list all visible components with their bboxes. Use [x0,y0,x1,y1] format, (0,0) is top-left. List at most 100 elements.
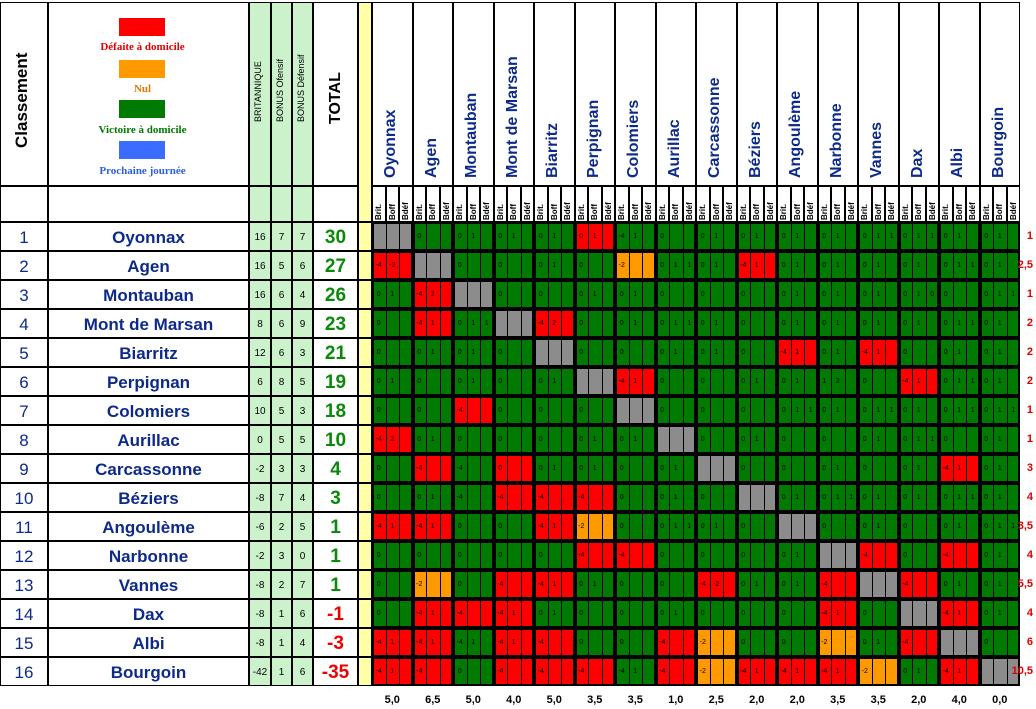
match-cell [372,599,413,628]
column-total: 6,5 [425,694,441,706]
match-cell-mark: 1 [714,262,719,269]
match-cell-divider [804,367,805,396]
match-cell-divider [912,657,913,686]
bonus-value-cell: 5 [271,425,292,454]
match-cell-divider [844,657,846,686]
match-cell-divider [507,512,508,541]
match-cell-divider [601,222,603,251]
match-cell-mark: -4 [416,291,423,298]
column-total: 2,0 [911,694,927,706]
bonus-value-cell: 5 [292,512,313,541]
bonus-value-cell: 16 [249,222,271,251]
match-cell-divider [507,628,508,657]
match-cell-mark: 1 [876,407,881,414]
subcolumn-label: Brit. [374,204,383,220]
match-cell-mark: 1 [957,349,962,356]
match-cell [534,309,575,338]
match-cell-mark: 0 [943,581,948,588]
side-value: 4 [1026,491,1033,503]
total-value-cell: 21 [313,338,358,367]
column-total: 4,0 [506,694,522,706]
match-cell [898,425,939,454]
match-cell-mark: 1 [795,494,800,501]
match-cell-mark: 0 [417,349,422,356]
subcolumn-cell [493,186,507,222]
match-cell-divider [763,512,765,541]
match-cell-mark: 0 [822,465,827,472]
match-cell-mark: 1 [390,668,395,675]
match-cell-divider [925,512,927,541]
match-cell-mark: -4 [497,581,504,588]
bonus-value-cell: 5 [292,367,313,396]
match-cell-divider [952,657,954,686]
subcolumn-label: Boff [671,204,680,220]
subcolumn-cell [777,186,791,222]
match-cell-mark: 1 [592,465,597,472]
match-cell [453,425,494,454]
match-cell-mark: -4 [375,262,382,269]
match-cell-divider [642,512,643,541]
total-value-cell: 3 [313,483,358,512]
match-cell-mark: -4 [942,610,949,617]
match-cell [453,512,494,541]
match-cell-divider [709,483,711,512]
match-cell-mark: 1 [673,610,678,617]
match-cell-divider [763,657,765,686]
match-cell [655,280,696,309]
match-cell [736,396,777,425]
match-cell-divider [520,425,522,454]
match-cell-mark: 1 [795,552,800,559]
match-cell [493,657,534,686]
match-cell-divider [763,570,765,599]
match-cell-divider [466,280,468,309]
match-cell [574,599,615,628]
match-cell-divider [682,425,684,454]
match-cell-mark: 0 [984,465,989,472]
column-team-label: Carcassonne [706,77,723,179]
match-cell [574,628,615,657]
match-cell-mark: 1 [633,436,638,443]
match-cell-divider [520,251,522,280]
subcolumn-cell [871,186,885,222]
match-cell-mark: 0 [943,291,948,298]
column-team-label: Albi [949,147,966,178]
match-cell-mark: 0 [781,610,786,617]
match-cell-mark: 1 [754,262,759,269]
subcolumn-label: Boff [428,204,437,220]
subcolumn-cell [709,186,723,222]
match-cell [696,570,737,599]
bonus-value-cell: 16 [249,280,271,309]
match-cell-mark: 0 [862,523,867,530]
match-cell-divider [399,599,400,628]
bonus-value-cell: -42 [249,657,271,686]
match-cell-divider [520,222,522,251]
match-cell-divider [588,657,589,686]
match-cell [696,251,737,280]
match-cell-divider [763,454,765,483]
subcolumn-cell [601,186,615,222]
match-cell-divider [993,280,994,309]
match-cell-divider [426,454,427,483]
subcolumn-label: Bdéf [765,202,775,220]
match-cell-divider [790,657,792,686]
column-team-header [655,2,696,186]
match-cell-mark: 1 [835,262,840,269]
match-cell-divider [628,628,630,657]
match-cell-divider [750,309,751,338]
match-cell-mark: 0 [538,262,543,269]
match-cell [534,280,575,309]
match-cell [939,657,980,686]
match-cell-mark: 1 [957,581,962,588]
match-cell-divider [709,222,711,251]
match-cell-divider [439,396,441,425]
rank-cell: 3 [0,280,48,309]
match-cell-divider [588,570,589,599]
match-cell-mark: 0 [741,378,746,385]
match-cell-mark: 1 [592,291,597,298]
bonus-header-label: BONUS Ofensif [275,58,285,122]
match-cell-divider [871,222,873,251]
match-cell-mark: 1 [997,320,1002,327]
match-cell-divider [601,425,603,454]
match-cell-divider [480,570,481,599]
column-total: 2,5 [708,694,724,706]
